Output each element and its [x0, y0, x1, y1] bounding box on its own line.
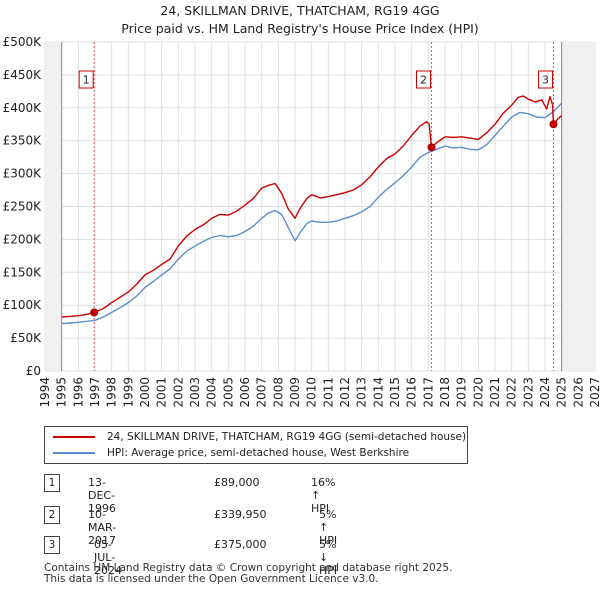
x-axis-ticks: 1994 1995 1996 1997 1998 1999 2000 2001 2002 2003… — [38, 377, 600, 408]
sale-points — [90, 120, 558, 317]
y-tick-label: £400K — [3, 101, 43, 115]
x-tick-label: 2015 — [388, 377, 402, 408]
x-tick-label: 2013 — [355, 377, 369, 408]
x-tick-label: 2027 — [588, 377, 600, 408]
x-tick-label: 2000 — [138, 377, 152, 408]
sale-point — [427, 143, 436, 152]
sale-date: 10-MAR-2017 — [88, 508, 117, 547]
legend-label-property: 24, SKILLMAN DRIVE, THATCHAM, RG19 4GG (… — [107, 431, 467, 443]
sale-date: 05-JUL-2024 — [94, 538, 122, 577]
x-tick-label: 2002 — [171, 377, 185, 408]
chart-legend: 24, SKILLMAN DRIVE, THATCHAM, RG19 4GG (… — [44, 426, 468, 464]
x-tick-label: 2022 — [505, 377, 519, 408]
y-axis-ticks: £0 £50K £100K £150K £200K £250K £300K £350K £400… — [3, 35, 43, 378]
sale-date: 13-DEC-1996 — [88, 476, 116, 515]
x-tick-label: 2016 — [405, 377, 419, 408]
x-tick-label: 2021 — [488, 377, 502, 408]
sale-marker-box — [416, 70, 431, 89]
y-tick-label: £200K — [3, 232, 43, 246]
sale-marker-boxes: 1 2 3 — [78, 70, 553, 89]
sale-marker-label: 2 — [420, 74, 427, 87]
sale-number-badge: 2 — [44, 506, 60, 524]
sale-price: £375,000 — [214, 538, 267, 551]
sale-marker-label: 1 — [83, 74, 90, 87]
chart-title: 24, SKILLMAN DRIVE, THATCHAM, RG19 4GG — [160, 3, 440, 18]
x-tick-label: 2003 — [188, 377, 202, 408]
y-tick-label: £350K — [3, 134, 43, 148]
sale-marker-label: 3 — [542, 74, 549, 87]
x-tick-label: 2009 — [288, 377, 302, 408]
x-tick-label: 2017 — [421, 377, 435, 408]
y-tick-label: £150K — [3, 265, 43, 279]
data-range-bands — [45, 42, 595, 371]
x-tick-label: 2010 — [305, 377, 319, 408]
sale-price: £339,950 — [214, 508, 267, 521]
pre-data-band — [45, 42, 62, 371]
price-chart: 1 2 3 £0 £50K £100K £150K £200K £250K £300K £350K… — [3, 35, 600, 408]
x-tick-label: 2012 — [338, 377, 352, 408]
x-tick-label: 2011 — [321, 377, 335, 408]
sale-marker-lines — [93, 42, 554, 371]
post-data-band — [561, 42, 595, 371]
x-tick-label: 1997 — [88, 377, 102, 408]
legend-swatch-property — [53, 436, 95, 438]
x-tick-label: 2025 — [555, 377, 569, 408]
x-tick-label: 1996 — [71, 377, 85, 408]
hpi-line — [61, 102, 563, 325]
sale-marker-box — [538, 70, 553, 89]
y-tick-label: £250K — [3, 200, 43, 214]
sale-hpi-diff: 16% ↑ HPI — [311, 476, 336, 515]
x-tick-label: 1998 — [105, 377, 119, 408]
footer-licence: This data is licensed under the Open Gov… — [44, 573, 379, 585]
y-tick-label: £0 — [26, 364, 41, 378]
legend-label-hpi: HPI: Average price, semi-detached house,… — [107, 447, 410, 459]
x-tick-label: 2020 — [471, 377, 485, 408]
sale-number-badge: 3 — [44, 536, 60, 554]
series-lines — [61, 95, 563, 325]
chart-subtitle: Price paid vs. HM Land Registry's House … — [121, 21, 479, 36]
sale-point — [90, 308, 99, 317]
x-tick-label: 2026 — [571, 377, 585, 408]
sale-hpi-diff: 5% ↓ HPI — [319, 538, 338, 577]
y-tick-label: £500K — [3, 35, 43, 49]
x-tick-label: 2005 — [221, 377, 235, 408]
sale-number-badge: 1 — [44, 474, 60, 492]
x-tick-label: 1994 — [38, 377, 52, 408]
x-tick-label: 2014 — [371, 377, 385, 408]
x-tick-label: 2001 — [155, 377, 169, 408]
x-tick-label: 2023 — [521, 377, 535, 408]
x-tick-label: 1999 — [121, 377, 135, 408]
x-tick-label: 2018 — [438, 377, 452, 408]
sale-marker-box — [78, 70, 94, 89]
sale-price: £89,000 — [214, 476, 260, 489]
sale-hpi-diff: 5% ↑ HPI — [319, 508, 338, 547]
y-tick-label: £300K — [3, 167, 43, 181]
y-tick-label: £450K — [3, 68, 43, 82]
legend-item-property: 24, SKILLMAN DRIVE, THATCHAM, RG19 4GG (… — [53, 429, 466, 445]
x-tick-label: 1995 — [55, 377, 69, 408]
x-tick-label: 2006 — [238, 377, 252, 408]
legend-swatch-hpi — [53, 452, 95, 454]
x-tick-label: 2007 — [255, 377, 269, 408]
footer-copyright: Contains HM Land Registry data © Crown c… — [44, 562, 453, 574]
y-tick-label: £50K — [10, 331, 42, 345]
x-tick-label: 2008 — [271, 377, 285, 408]
sale-point — [549, 120, 558, 129]
grid — [44, 41, 596, 372]
legend-item-hpi: HPI: Average price, semi-detached house,… — [53, 445, 409, 461]
x-tick-label: 2024 — [538, 377, 552, 408]
y-tick-label: £100K — [3, 298, 43, 312]
x-tick-label: 2004 — [205, 377, 219, 408]
property-price-line — [61, 95, 563, 318]
x-tick-label: 2019 — [455, 377, 469, 408]
